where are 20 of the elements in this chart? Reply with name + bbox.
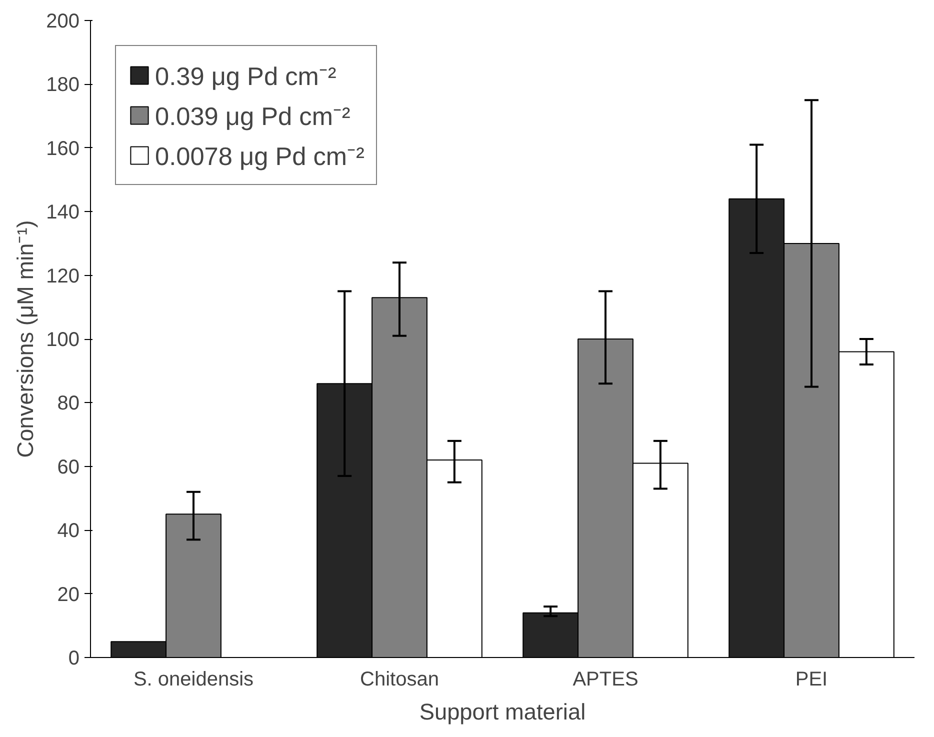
y-tick-label: 60 xyxy=(57,456,80,478)
y-tick-label: 200 xyxy=(46,10,80,32)
x-tick-label: S. oneidensis xyxy=(133,668,254,690)
y-axis-title: Conversions (μM min⁻¹) xyxy=(12,220,38,458)
y-tick-label: 40 xyxy=(57,520,80,542)
x-tick-label: Chitosan xyxy=(360,668,439,690)
legend-label: 0.039 μg Pd cm⁻² xyxy=(155,102,350,132)
legend-label: 0.39 μg Pd cm⁻² xyxy=(155,62,336,92)
x-axis-title: Support material xyxy=(419,698,586,724)
legend-label: 0.0078 μg Pd cm⁻² xyxy=(155,142,364,172)
y-tick-label: 100 xyxy=(46,329,80,351)
y-tick-label: 80 xyxy=(57,392,80,415)
y-tick-label: 180 xyxy=(46,74,80,96)
y-tick-label: 120 xyxy=(46,265,80,288)
y-tick-label: 160 xyxy=(46,138,80,160)
y-tick-label: 0 xyxy=(68,648,80,670)
y-tick-label: 140 xyxy=(46,202,80,224)
x-tick-label: APTES xyxy=(572,668,638,690)
y-tick-label: 20 xyxy=(57,584,80,606)
x-tick-label: PEI xyxy=(795,668,828,690)
